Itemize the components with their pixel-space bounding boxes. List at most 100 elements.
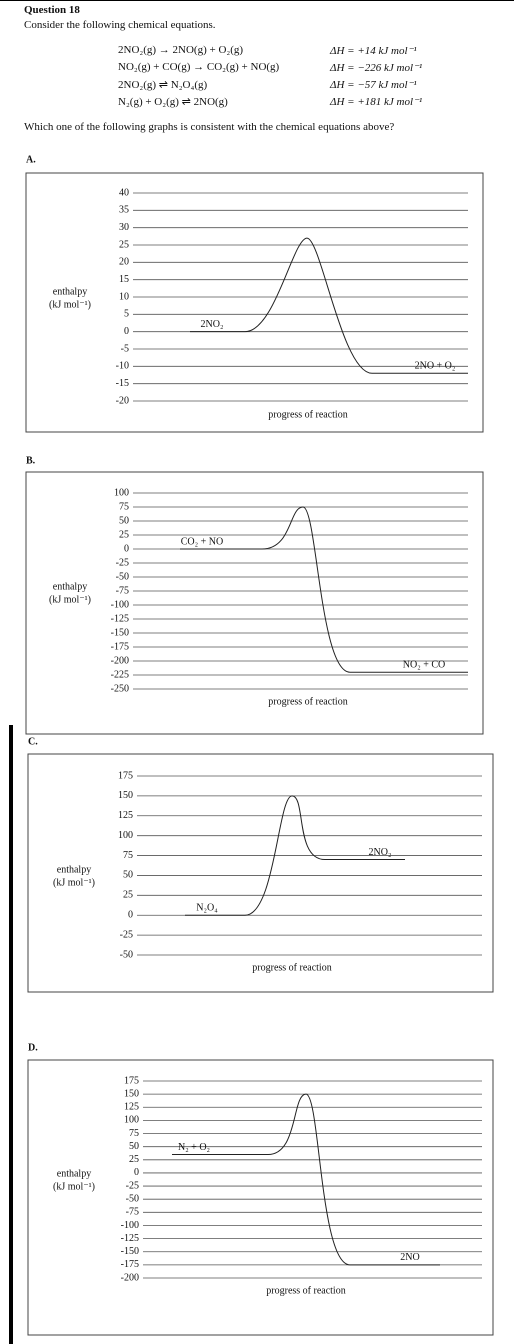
question-number: Question 18 <box>24 4 80 16</box>
y-tick-label: -15 <box>116 378 129 389</box>
y-tick-label: 100 <box>118 830 133 841</box>
chart-frame <box>25 172 484 433</box>
enthalpy-curve <box>180 506 468 673</box>
option-label: C. <box>28 736 38 747</box>
y-tick-label: -125 <box>111 613 129 624</box>
y-axis-label: (kJ mol⁻¹) <box>49 299 91 310</box>
reactant-label: N₂ + O₂ <box>178 1142 210 1153</box>
chart-frame <box>25 471 484 735</box>
chart-frame <box>27 1059 494 1336</box>
equation: 2NO₂(g) ⇌ N₂O₄(g) <box>118 79 208 91</box>
y-tick-label: 125 <box>118 810 133 821</box>
y-tick-label: 175 <box>124 1075 139 1086</box>
y-tick-label: -225 <box>111 669 129 680</box>
y-axis-label: enthalpy <box>57 1168 91 1179</box>
chart-frame <box>27 753 494 993</box>
y-tick-label: 25 <box>129 1154 139 1165</box>
enthalpy-change: ΔH = −57 kJ mol⁻¹ <box>330 79 417 91</box>
y-tick-label: 20 <box>119 257 129 268</box>
enthalpy-change: ΔH = −226 kJ mol⁻¹ <box>330 62 423 74</box>
y-tick-label: 150 <box>118 790 133 801</box>
enthalpy-curve <box>190 237 468 374</box>
y-tick-label: -50 <box>116 571 129 582</box>
y-tick-label: 75 <box>119 501 129 512</box>
y-tick-label: -250 <box>111 683 129 694</box>
y-tick-label: -75 <box>116 585 129 596</box>
y-tick-label: -75 <box>126 1207 139 1218</box>
product-label: NO₂ + CO <box>403 659 445 670</box>
y-tick-label: -200 <box>111 655 129 666</box>
equation: NO₂(g) + CO(g) → CO₂(g) + NO(g) <box>118 61 280 73</box>
y-tick-label: 25 <box>119 239 129 250</box>
y-axis-label: (kJ mol⁻¹) <box>49 594 91 605</box>
enthalpy-change: ΔH = +181 kJ mol⁻¹ <box>330 96 423 108</box>
y-tick-label: 40 <box>119 187 129 198</box>
option-label: A. <box>26 154 36 165</box>
y-tick-label: 25 <box>123 890 133 901</box>
y-tick-label: 50 <box>129 1141 139 1152</box>
reactant-label: 2NO₂ <box>201 319 224 330</box>
y-tick-label: 75 <box>123 850 133 861</box>
y-axis-label: enthalpy <box>53 286 87 297</box>
prompt: Which one of the following graphs is con… <box>24 121 395 133</box>
y-tick-label: 100 <box>124 1115 139 1126</box>
x-axis-label: progress of reaction <box>268 696 347 707</box>
y-tick-label: 175 <box>118 770 133 781</box>
y-tick-label: -50 <box>120 949 133 960</box>
top-rule <box>0 0 514 1</box>
x-axis-label: progress of reaction <box>268 409 347 420</box>
y-tick-label: -25 <box>116 557 129 568</box>
y-tick-label: 0 <box>124 543 129 554</box>
y-tick-label: 25 <box>119 529 129 540</box>
y-axis-label: (kJ mol⁻¹) <box>53 1181 95 1192</box>
y-tick-label: 0 <box>128 910 133 921</box>
intro: Consider the following chemical equation… <box>24 19 216 31</box>
y-tick-label: 50 <box>119 515 129 526</box>
reactant-label: CO₂ + NO <box>181 536 223 547</box>
enthalpy-change: ΔH = +14 kJ mol⁻¹ <box>330 45 417 57</box>
y-tick-label: -175 <box>121 1259 139 1270</box>
y-tick-label: -150 <box>121 1246 139 1257</box>
y-tick-label: -200 <box>121 1272 139 1283</box>
equation: N₂(g) + O₂(g) ⇌ 2NO(g) <box>118 96 228 108</box>
y-tick-label: -5 <box>121 343 129 354</box>
reactant-label: N₂O₄ <box>196 903 218 914</box>
y-tick-label: -50 <box>126 1193 139 1204</box>
y-axis-label: enthalpy <box>57 864 91 875</box>
y-tick-label: 35 <box>119 205 129 216</box>
y-tick-label: 125 <box>124 1102 139 1113</box>
y-tick-label: -20 <box>116 395 129 406</box>
y-tick-label: 75 <box>129 1128 139 1139</box>
y-tick-label: -175 <box>111 641 129 652</box>
y-tick-label: 5 <box>124 309 129 320</box>
y-axis-label: enthalpy <box>53 581 87 592</box>
y-tick-label: 50 <box>123 870 133 881</box>
y-tick-label: -10 <box>116 361 129 372</box>
y-axis-label: (kJ mol⁻¹) <box>53 877 95 888</box>
y-tick-label: -125 <box>121 1233 139 1244</box>
y-tick-label: 0 <box>134 1167 139 1178</box>
y-tick-label: 30 <box>119 222 129 233</box>
product-label: 2NO + O₂ <box>415 361 456 372</box>
y-tick-label: -100 <box>111 599 129 610</box>
x-axis-label: progress of reaction <box>266 1285 345 1296</box>
y-tick-label: 15 <box>119 274 129 285</box>
product-label: 2NO <box>400 1252 419 1263</box>
enthalpy-curve <box>185 795 405 916</box>
product-label: 2NO₂ <box>369 847 392 858</box>
y-tick-label: -25 <box>126 1180 139 1191</box>
y-tick-label: -150 <box>111 627 129 638</box>
option-label: D. <box>28 1042 38 1053</box>
enthalpy-curve <box>172 1093 440 1266</box>
x-axis-label: progress of reaction <box>252 962 331 973</box>
y-tick-label: -100 <box>121 1220 139 1231</box>
y-tick-label: 0 <box>124 326 129 337</box>
y-tick-label: 10 <box>119 291 129 302</box>
y-tick-label: 100 <box>114 487 129 498</box>
scroll-bar <box>9 725 13 1344</box>
y-tick-label: 150 <box>124 1088 139 1099</box>
y-tick-label: -25 <box>120 929 133 940</box>
option-label: B. <box>26 455 36 466</box>
